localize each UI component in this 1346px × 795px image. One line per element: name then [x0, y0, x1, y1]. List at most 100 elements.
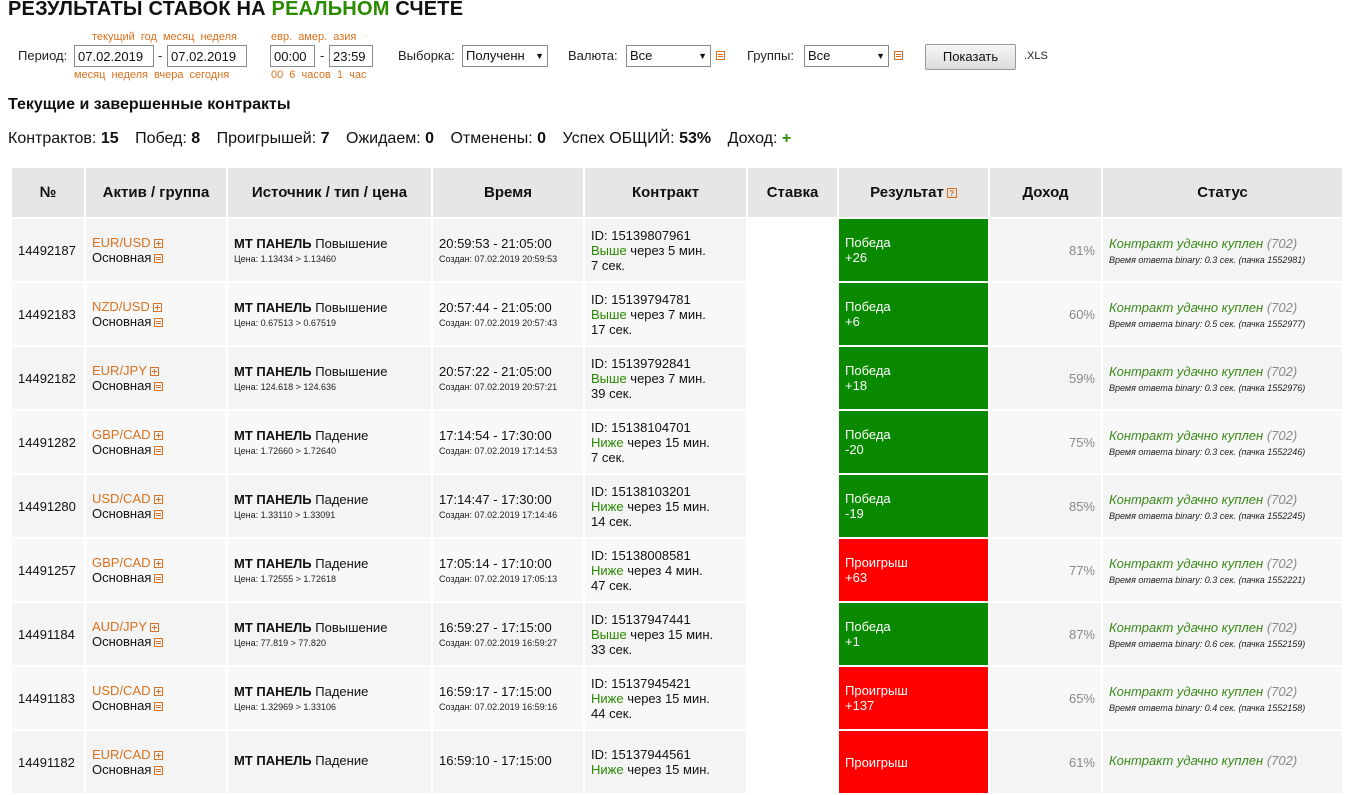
- col-contract[interactable]: Контракт: [585, 168, 746, 217]
- col-number[interactable]: №: [12, 168, 84, 217]
- col-source[interactable]: Источник / тип / цена: [228, 168, 431, 217]
- list-icon[interactable]: [154, 254, 164, 264]
- contract-duration: через 15 мин.: [623, 690, 711, 706]
- contract-duration-seconds: 7 сек.: [591, 257, 625, 273]
- plus-icon[interactable]: [153, 559, 163, 569]
- quick-period-bottom[interactable]: месяц неделя вчера сегодня: [74, 69, 230, 81]
- groups-select[interactable]: Все ▼: [804, 45, 889, 67]
- table-row[interactable]: 14492183 NZD/USD Основная MT ПАНЕЛЬ Повы…: [12, 283, 1342, 345]
- stat-pending-label: Ожидаем:: [346, 130, 421, 147]
- plus-icon[interactable]: [149, 623, 159, 633]
- table-row[interactable]: 14491282 GBP/CAD Основная MT ПАНЕЛЬ Паде…: [12, 411, 1342, 473]
- table-row[interactable]: 14491182 EUR/CAD Основная MT ПАНЕЛЬ Паде…: [12, 731, 1342, 793]
- asset-link[interactable]: NZD/USD: [92, 299, 150, 314]
- sample-select[interactable]: Полученн ▼: [462, 45, 548, 67]
- table-row[interactable]: 14491184 AUD/JPY Основная MT ПАНЕЛЬ Повы…: [12, 603, 1342, 665]
- asset-link[interactable]: USD/CAD: [92, 491, 151, 506]
- price-range: Цена: 1.72555 > 1.72618: [234, 574, 336, 584]
- time-from-input[interactable]: 00:00: [270, 45, 315, 67]
- stat-wins-label: Побед:: [135, 130, 187, 147]
- list-icon[interactable]: [154, 318, 164, 328]
- asset-link[interactable]: GBP/CAD: [92, 555, 151, 570]
- row-contract-cell: ID: 15138103201 Ниже через 15 мин. 14 се…: [585, 475, 746, 537]
- col-asset[interactable]: Актив / группа: [86, 168, 226, 217]
- table-row[interactable]: 14491257 GBP/CAD Основная MT ПАНЕЛЬ Паде…: [12, 539, 1342, 601]
- group-label: Основная: [92, 698, 152, 713]
- row-source-cell: MT ПАНЕЛЬ Падение Цена: 1.72660 > 1.7264…: [228, 411, 431, 473]
- row-number: 14492183: [12, 283, 84, 345]
- row-contract-cell: ID: 15138008581 Ниже через 4 мин. 47 сек…: [585, 539, 746, 601]
- col-time[interactable]: Время: [433, 168, 583, 217]
- contract-duration-seconds: 33 сек.: [591, 641, 633, 657]
- contract-duration: через 15 мин.: [623, 498, 711, 514]
- help-icon[interactable]: ?: [946, 188, 957, 199]
- group-label: Основная: [92, 378, 152, 393]
- col-income[interactable]: Доход: [990, 168, 1101, 217]
- time-quick-links[interactable]: 00 6 часов 1 час: [271, 69, 367, 81]
- quick-period-top[interactable]: текущий год месяц неделя: [92, 31, 237, 43]
- source-name: MT ПАНЕЛЬ: [234, 236, 312, 251]
- asset-link[interactable]: USD/CAD: [92, 683, 151, 698]
- list-icon[interactable]: [154, 638, 164, 648]
- list-icon[interactable]: [154, 702, 164, 712]
- result-value: +18: [845, 378, 868, 393]
- stat-income-value: +: [781, 130, 792, 147]
- plus-icon[interactable]: [153, 431, 163, 441]
- contract-direction: Выше: [591, 370, 627, 386]
- plus-icon[interactable]: [153, 495, 163, 505]
- table-row[interactable]: 14491280 USD/CAD Основная MT ПАНЕЛЬ Паде…: [12, 475, 1342, 537]
- response-time: Время ответа binary: 0.5 сек. (пачка 155…: [1109, 318, 1306, 329]
- stat-wins-value: 8: [191, 130, 201, 147]
- direction: Падение: [315, 428, 369, 443]
- created-time: Создан: 07.02.2019 17:14:53: [439, 446, 558, 456]
- response-time: Время ответа binary: 0.3 сек. (пачка 155…: [1109, 446, 1306, 457]
- col-stake[interactable]: Ставка: [748, 168, 837, 217]
- asset-link[interactable]: GBP/CAD: [92, 427, 151, 442]
- direction: Падение: [315, 492, 369, 507]
- table-row[interactable]: 14492182 EUR/JPY Основная MT ПАНЕЛЬ Повы…: [12, 347, 1342, 409]
- period-label: Период:: [18, 48, 68, 63]
- filters-bar: Период: текущий год месяц неделя 07.02.2…: [0, 28, 1346, 88]
- section-subtitle: Текущие и завершенные контракты: [8, 96, 291, 113]
- time-range: 17:14:54 - 17:30:00: [439, 428, 552, 443]
- contract-direction: Выше: [591, 626, 627, 642]
- col-status[interactable]: Статус: [1103, 168, 1342, 217]
- list-icon[interactable]: [154, 766, 164, 776]
- list-icon[interactable]: [154, 446, 164, 456]
- stats-line: Контрактов: 15 Побед: 8 Проигрышей: 7 Ож…: [8, 130, 791, 148]
- xls-link[interactable]: .XLS: [1024, 50, 1048, 62]
- date-to-input[interactable]: 07.02.2019: [167, 45, 247, 67]
- asset-link[interactable]: EUR/USD: [92, 235, 151, 250]
- groups-list-icon[interactable]: [894, 51, 903, 60]
- result-label: Проигрыш: [845, 754, 908, 770]
- show-button[interactable]: Показать: [925, 44, 1016, 70]
- plus-icon[interactable]: [153, 239, 163, 249]
- table-row[interactable]: 14492187 EUR/USD Основная MT ПАНЕЛЬ Повы…: [12, 219, 1342, 281]
- plus-icon[interactable]: [149, 367, 159, 377]
- asset-link[interactable]: AUD/JPY: [92, 619, 147, 634]
- session-links[interactable]: евр. амер. азия: [271, 31, 357, 43]
- row-time-cell: 20:57:22 - 21:05:00 Создан: 07.02.2019 2…: [433, 347, 583, 409]
- list-icon[interactable]: [154, 510, 164, 520]
- price-range: Цена: 124.618 > 124.636: [234, 382, 336, 392]
- plus-icon[interactable]: [153, 687, 163, 697]
- col-result[interactable]: Результат?: [839, 168, 988, 217]
- currency-list-icon[interactable]: [716, 51, 725, 60]
- asset-link[interactable]: EUR/JPY: [92, 363, 147, 378]
- table-row[interactable]: 14491183 USD/CAD Основная MT ПАНЕЛЬ Паде…: [12, 667, 1342, 729]
- contract-duration-seconds: 7 сек.: [591, 449, 625, 465]
- time-to-input[interactable]: 23:59: [329, 45, 373, 67]
- row-stake-cell: [748, 283, 837, 345]
- list-icon[interactable]: [154, 382, 164, 392]
- date-from-input[interactable]: 07.02.2019: [74, 45, 154, 67]
- group-label: Основная: [92, 314, 152, 329]
- row-number: 14491257: [12, 539, 84, 601]
- row-income-cell: 85%: [990, 475, 1101, 537]
- plus-icon[interactable]: [153, 751, 163, 761]
- row-time-cell: 16:59:17 - 17:15:00 Создан: 07.02.2019 1…: [433, 667, 583, 729]
- list-icon[interactable]: [154, 574, 164, 584]
- contract-direction: Ниже: [591, 690, 624, 706]
- plus-icon[interactable]: [152, 303, 162, 313]
- currency-select[interactable]: Все ▼: [626, 45, 711, 67]
- asset-link[interactable]: EUR/CAD: [92, 747, 151, 762]
